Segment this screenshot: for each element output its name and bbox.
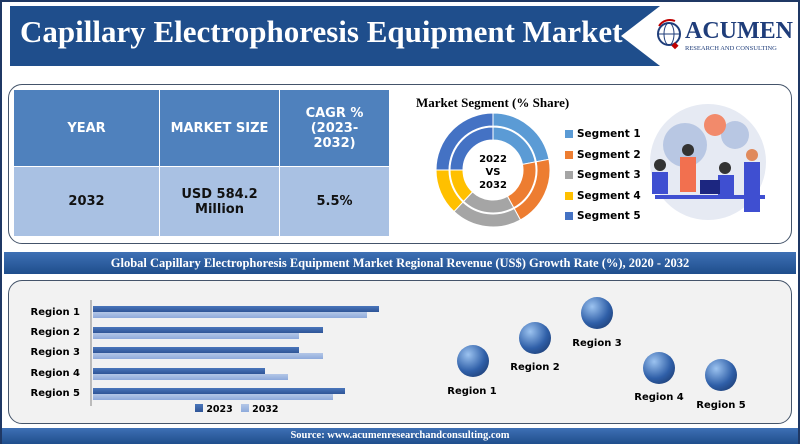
segment-title: Market Segment (% Share) <box>416 95 570 110</box>
sphere-label: Region 4 <box>634 392 684 403</box>
sphere-label: Region 1 <box>447 386 497 397</box>
segment-donut: 2022 VS 2032 <box>435 112 551 228</box>
region-label: Region 5 <box>30 388 81 399</box>
region-label: Region 1 <box>30 307 81 318</box>
legend-2032: 2032 <box>240 404 279 415</box>
sphere-label: Region 5 <box>696 400 746 411</box>
bar-2032-region-5 <box>93 394 334 400</box>
legend-item: Segment 2 <box>565 145 641 166</box>
sphere-label: Region 2 <box>510 362 560 373</box>
team-illustration <box>650 104 766 220</box>
bar-2023-region-1 <box>93 306 380 312</box>
bar-2032-region-2 <box>93 332 300 339</box>
bar-2032-region-4 <box>93 373 289 380</box>
source-footer: Source: www.acumenresearchandconsulting.… <box>2 428 798 444</box>
region-label: Region 2 <box>30 327 81 338</box>
chart-axis <box>90 300 92 406</box>
header-cagr: CAGR % (2023-2032) <box>280 90 390 166</box>
cell-market-size: USD 584.2 Million <box>160 166 280 236</box>
donut-label-vs: VS <box>486 167 501 178</box>
legend-item: Segment 3 <box>565 165 641 186</box>
sphere-label: Region 3 <box>572 338 622 349</box>
cell-cagr: 5.5% <box>280 166 390 236</box>
legend-item: Segment 4 <box>565 186 641 207</box>
region-4-sphere <box>643 352 675 384</box>
bar-2032-region-3 <box>93 353 323 359</box>
header-market-size: MARKET SIZE <box>160 90 280 166</box>
region-2-sphere <box>519 322 551 354</box>
legend-2023: 2023 <box>195 404 233 415</box>
legend-item: Segment 1 <box>565 124 641 145</box>
acumen-logo: ACUMEN RESEARCH AND CONSULTING <box>655 18 795 58</box>
globe-icon <box>657 18 681 50</box>
inner-ring-segment-5 <box>449 126 494 171</box>
segment-legend: Segment 1 Segment 2 Segment 3 Segment 4 … <box>565 124 641 227</box>
page-title: Capillary Electrophoresis Equipment Mark… <box>20 14 623 49</box>
header-year: YEAR <box>14 90 160 166</box>
region-5-sphere <box>705 359 737 391</box>
cell-year: 2032 <box>14 166 160 236</box>
donut-label-2032: 2032 <box>479 180 507 191</box>
section-title: Global Capillary Electrophoresis Equipme… <box>4 252 796 274</box>
region-label: Region 3 <box>30 347 81 358</box>
bar-2023-region-5 <box>93 388 345 394</box>
bar-2032-region-1 <box>93 312 368 318</box>
donut-label-2022: 2022 <box>479 154 507 165</box>
region-1-sphere <box>457 345 489 377</box>
bar-2023-region-2 <box>93 326 323 333</box>
market-table: YEAR MARKET SIZE CAGR % (2023-2032) 2032… <box>14 90 390 236</box>
bar-2023-region-3 <box>93 347 300 353</box>
legend-item: Segment 5 <box>565 206 641 227</box>
title-banner <box>10 6 660 66</box>
region-3-sphere <box>581 297 613 329</box>
bar-2023-region-4 <box>93 367 265 374</box>
region-label: Region 4 <box>30 368 81 379</box>
outer-ring-segment-5 <box>435 112 494 171</box>
chart-legend: 2023 2032 <box>195 404 279 415</box>
